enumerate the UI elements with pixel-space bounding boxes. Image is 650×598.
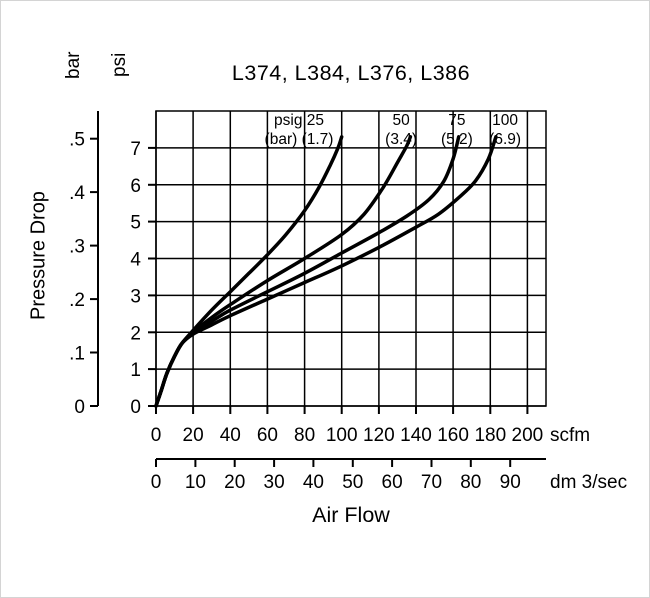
- bar-tick-label: .4: [69, 183, 85, 204]
- bar-tick-label: .2: [69, 290, 85, 311]
- bar-tick-label: .5: [69, 130, 85, 151]
- scfm-tick-label: 200: [512, 425, 544, 446]
- dm3-tick-label: 60: [382, 472, 403, 493]
- psi-tick-label: 4: [130, 250, 141, 271]
- dm3-tick-label: 0: [151, 472, 162, 493]
- curve-label-line1: psig 25: [274, 112, 324, 129]
- scfm-tick-label: 100: [326, 425, 358, 446]
- psi-tick-label: 3: [130, 286, 141, 307]
- curve-label-line2: (5.2): [441, 131, 473, 148]
- curve-psig-25-bar-1-7-: [154, 135, 344, 408]
- bar-tick-label: .1: [69, 344, 85, 365]
- curve-label-line1: 50: [392, 112, 410, 129]
- dm3-tick-label: 20: [224, 472, 245, 493]
- x-unit-dm3-label: dm 3/sec: [550, 472, 627, 493]
- scfm-tick-label: 20: [183, 425, 204, 446]
- curve-label-line1: 100: [492, 112, 518, 129]
- scfm-tick-label: 80: [294, 425, 315, 446]
- scfm-tick-label: 180: [474, 425, 506, 446]
- dm3-tick-label: 50: [342, 472, 363, 493]
- curve-label-line1: 75: [448, 112, 465, 129]
- dm3-tick-label: 40: [303, 472, 324, 493]
- grid: [155, 110, 547, 407]
- scfm-tick-label: 160: [437, 425, 469, 446]
- curve-label-line2: (6.9): [489, 131, 521, 148]
- scfm-tick-label: 60: [257, 425, 278, 446]
- dm3-tick-label: 30: [264, 472, 285, 493]
- bar-tick-label: .3: [69, 237, 85, 258]
- x-unit-scfm-label: scfm: [550, 425, 590, 446]
- psi-tick-label: 6: [130, 176, 141, 197]
- scfm-tick-label: 120: [363, 425, 395, 446]
- dm3-tick-label: 90: [500, 472, 521, 493]
- bar-tick-label: 0: [74, 397, 85, 418]
- curve-psig-100-bar-6-9-: [154, 135, 498, 408]
- dm3-tick-label: 80: [460, 472, 481, 493]
- scfm-tick-label: 40: [220, 425, 241, 446]
- chart-title: L374, L384, L376, L386: [231, 61, 471, 85]
- psi-tick-label: 2: [130, 323, 141, 344]
- dm3-tick-label: 10: [185, 472, 206, 493]
- curve-label-line2: (bar) (1.7): [265, 131, 334, 148]
- curve-label-line2: (3.4): [385, 131, 417, 148]
- psi-tick-label: 0: [130, 397, 141, 418]
- x-axis-title: Air Flow: [312, 503, 390, 527]
- psi-tick-label: 5: [130, 213, 141, 234]
- curve-psig-75-bar-5-2-: [154, 135, 461, 408]
- scfm-tick-label: 0: [151, 425, 162, 446]
- psi-tick-label: 7: [130, 139, 141, 160]
- scfm-tick-label: 140: [400, 425, 432, 446]
- curve-psig-50-bar-3-4-: [154, 135, 413, 408]
- dm3-tick-label: 70: [421, 472, 442, 493]
- psi-tick-label: 1: [130, 360, 141, 381]
